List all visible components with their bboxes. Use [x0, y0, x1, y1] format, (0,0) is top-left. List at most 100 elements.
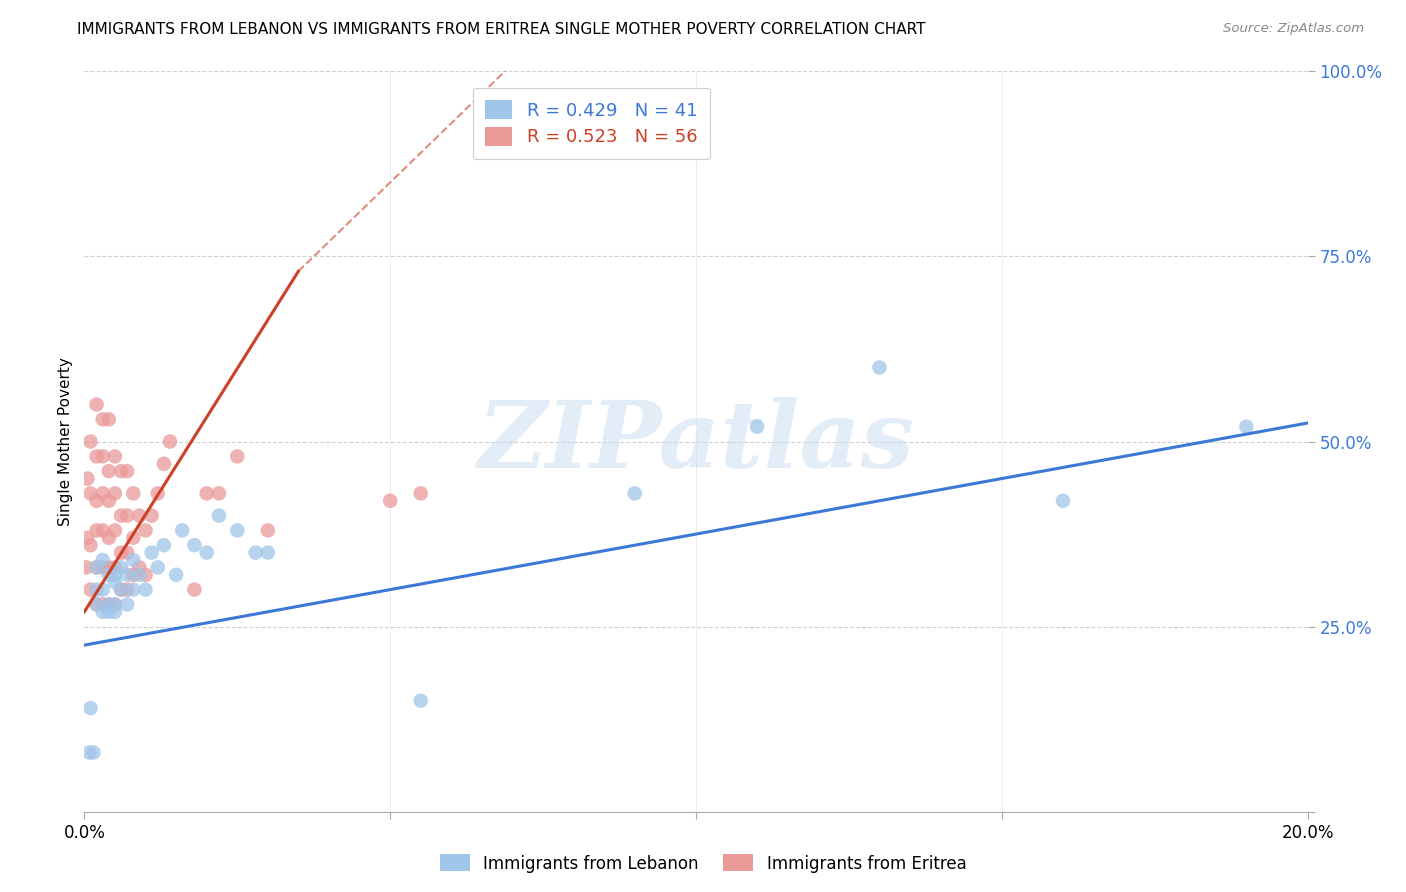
Point: [104, 567, 127, 582]
Point: [380, 493, 402, 508]
Point: [86, 560, 108, 574]
Point: [110, 464, 132, 478]
Point: [97, 605, 120, 619]
Point: [146, 486, 169, 500]
Point: [104, 605, 127, 619]
Point: [146, 560, 169, 574]
Point: [91, 605, 114, 619]
Point: [409, 694, 432, 708]
Point: [115, 582, 138, 597]
Point: [122, 582, 145, 597]
Point: [115, 508, 138, 523]
Point: [183, 538, 205, 552]
Text: IMMIGRANTS FROM LEBANON VS IMMIGRANTS FROM ERITREA SINGLE MOTHER POVERTY CORRELA: IMMIGRANTS FROM LEBANON VS IMMIGRANTS FR…: [77, 22, 925, 37]
Point: [122, 486, 145, 500]
Point: [869, 360, 891, 375]
Legend: R = 0.429   N = 41, R = 0.523   N = 56: R = 0.429 N = 41, R = 0.523 N = 56: [472, 87, 710, 159]
Point: [257, 546, 280, 560]
Point: [226, 450, 249, 464]
Point: [104, 560, 127, 574]
Point: [97, 412, 120, 426]
Point: [110, 508, 132, 523]
Point: [135, 567, 157, 582]
Point: [110, 582, 132, 597]
Point: [128, 567, 150, 582]
Point: [91, 598, 114, 612]
Point: [91, 582, 114, 597]
Point: [79, 582, 101, 597]
Point: [104, 486, 127, 500]
Point: [91, 553, 114, 567]
Point: [172, 524, 194, 538]
Point: [195, 546, 218, 560]
Point: [1236, 419, 1258, 434]
Point: [104, 575, 127, 590]
Y-axis label: Single Mother Poverty: Single Mother Poverty: [58, 357, 73, 526]
Point: [115, 464, 138, 478]
Point: [141, 508, 163, 523]
Point: [153, 457, 176, 471]
Point: [747, 419, 769, 434]
Point: [624, 486, 647, 500]
Point: [165, 567, 187, 582]
Point: [79, 538, 101, 552]
Point: [91, 486, 114, 500]
Point: [135, 524, 157, 538]
Point: [97, 464, 120, 478]
Point: [83, 746, 105, 760]
Point: [91, 560, 114, 574]
Point: [97, 598, 120, 612]
Text: ZIPatlas: ZIPatlas: [478, 397, 914, 486]
Point: [409, 486, 432, 500]
Point: [115, 598, 138, 612]
Point: [79, 701, 101, 715]
Point: [86, 524, 108, 538]
Point: [77, 746, 100, 760]
Point: [257, 524, 280, 538]
Point: [97, 560, 120, 574]
Point: [110, 546, 132, 560]
Point: [208, 486, 231, 500]
Point: [159, 434, 181, 449]
Point: [135, 582, 157, 597]
Point: [97, 531, 120, 545]
Point: [1052, 493, 1074, 508]
Point: [115, 546, 138, 560]
Legend: Immigrants from Lebanon, Immigrants from Eritrea: Immigrants from Lebanon, Immigrants from…: [433, 847, 973, 880]
Point: [91, 524, 114, 538]
Point: [104, 598, 127, 612]
Point: [79, 434, 101, 449]
Point: [97, 598, 120, 612]
Point: [91, 412, 114, 426]
Point: [86, 582, 108, 597]
Point: [208, 508, 231, 523]
Point: [110, 560, 132, 574]
Point: [122, 531, 145, 545]
Point: [141, 546, 163, 560]
Point: [91, 450, 114, 464]
Point: [75, 560, 97, 574]
Point: [245, 546, 267, 560]
Point: [86, 560, 108, 574]
Point: [110, 582, 132, 597]
Text: Source: ZipAtlas.com: Source: ZipAtlas.com: [1223, 22, 1364, 36]
Point: [97, 493, 120, 508]
Point: [86, 598, 108, 612]
Point: [97, 567, 120, 582]
Point: [86, 598, 108, 612]
Point: [86, 398, 108, 412]
Point: [104, 598, 127, 612]
Point: [195, 486, 218, 500]
Point: [115, 567, 138, 582]
Point: [128, 560, 150, 574]
Point: [79, 486, 101, 500]
Point: [104, 450, 127, 464]
Point: [104, 524, 127, 538]
Point: [128, 508, 150, 523]
Point: [76, 471, 98, 485]
Point: [226, 524, 249, 538]
Point: [122, 567, 145, 582]
Point: [86, 493, 108, 508]
Point: [76, 531, 98, 545]
Point: [86, 450, 108, 464]
